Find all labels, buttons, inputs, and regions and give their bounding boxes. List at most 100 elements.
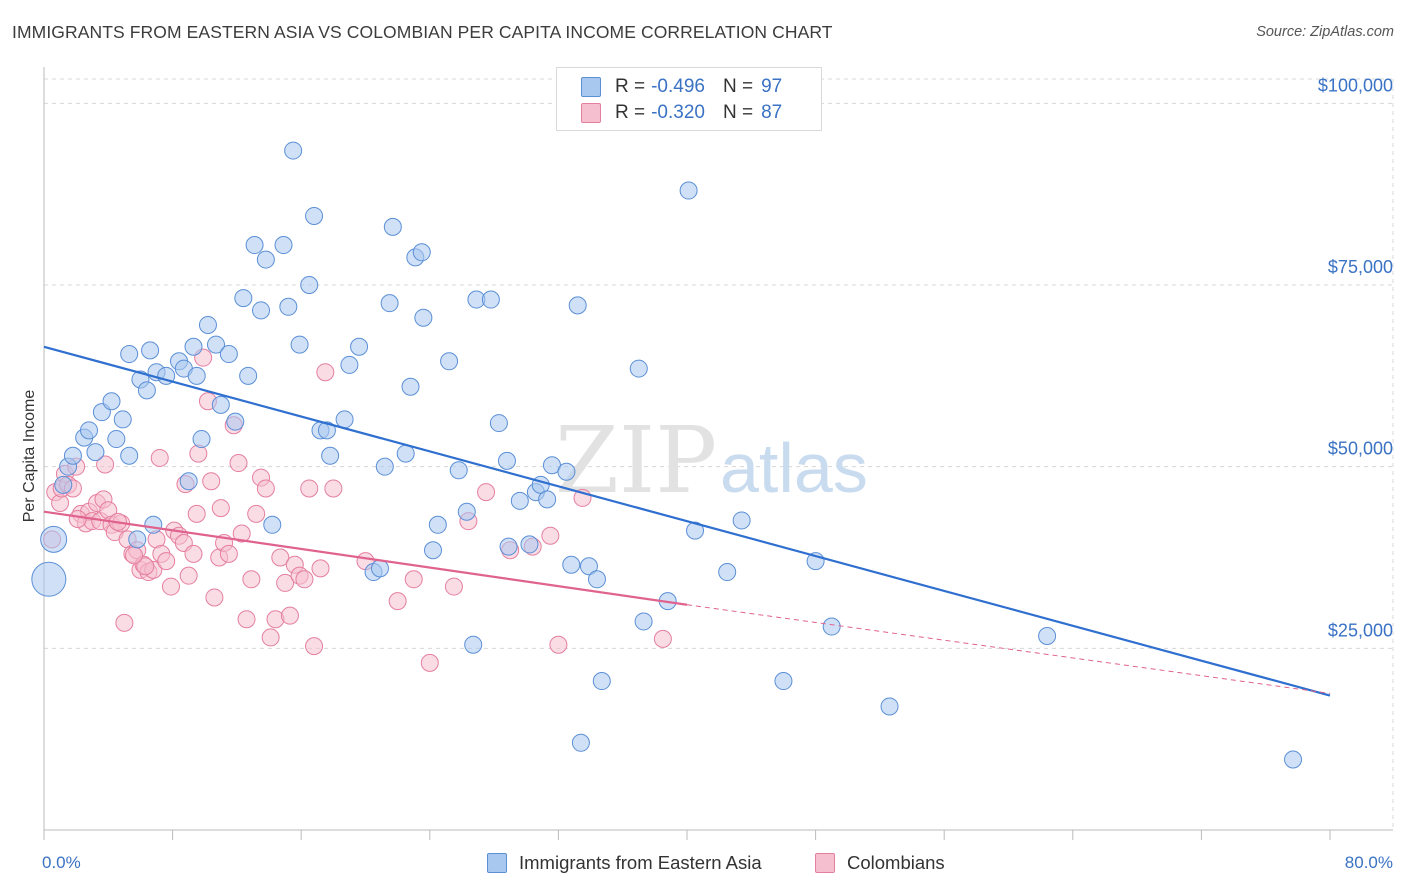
n-label: N =: [722, 102, 754, 123]
eastern-asia-point: [305, 206, 324, 225]
y-tick-label: $50,000: [1328, 439, 1393, 459]
eastern-asia-point: [401, 377, 420, 396]
colombians-point: [68, 509, 87, 528]
eastern-asia-point: [350, 337, 369, 356]
eastern-asia-point: [562, 555, 581, 574]
eastern-asia-point: [335, 410, 354, 429]
legend-row-colombians: R = -0.320 N = 87: [581, 101, 782, 125]
trend-lines: [43, 345, 1331, 697]
x-tick-label-min: 0.0%: [42, 853, 81, 872]
eastern-asia-point: [440, 352, 459, 371]
eastern-asia-point: [557, 462, 576, 481]
blue-swatch-icon: [487, 853, 507, 873]
eastern-asia-point: [137, 381, 156, 400]
eastern-asia-point: [290, 335, 309, 354]
eastern-asia-point: [880, 697, 899, 716]
eastern-asia-point: [128, 530, 147, 549]
colombians-point: [316, 363, 335, 382]
colombians-point: [187, 504, 206, 523]
eastern-asia-point: [587, 570, 606, 589]
eastern-asia-point: [184, 337, 203, 356]
legend-item-label: Immigrants from Eastern Asia: [519, 852, 762, 873]
eastern-asia-point: [80, 421, 99, 440]
eastern-asia-point: [219, 345, 238, 364]
eastern-asia-point: [579, 557, 598, 576]
legend-item-colombians[interactable]: Colombians: [815, 852, 945, 874]
y-tick-labels: $25,000 $50,000 $75,000 $100,000: [1318, 75, 1393, 640]
eastern-asia-point: [179, 472, 198, 491]
colombians-point: [305, 637, 324, 656]
eastern-asia-point: [370, 559, 389, 578]
r-label: R =: [615, 76, 646, 97]
x-tick-label-max: 80.0%: [1344, 853, 1393, 872]
colombians-point: [420, 653, 439, 672]
legend-item-eastern-asia[interactable]: Immigrants from Eastern Asia: [487, 852, 762, 874]
colombians-point: [161, 577, 180, 596]
eastern-asia-point: [481, 290, 500, 309]
eastern-asia-point: [538, 490, 557, 509]
colombians-point: [219, 544, 238, 563]
series-legend: Immigrants from Eastern Asia Colombians: [0, 852, 1406, 876]
eastern-asia-point: [1284, 750, 1303, 769]
eastern-asia-point: [239, 366, 258, 385]
eastern-asia-point: [592, 672, 611, 691]
eastern-asia-point: [198, 315, 217, 334]
colombians-point: [388, 592, 407, 611]
eastern-asia-point: [375, 457, 394, 476]
eastern-asia-point: [207, 335, 226, 354]
eastern-asia-point: [510, 491, 529, 510]
eastern-asia-point: [383, 217, 402, 236]
colombians-point: [150, 448, 169, 467]
eastern-asia-point: [63, 446, 82, 465]
axes: [43, 67, 1393, 840]
pink-swatch-icon: [581, 103, 601, 123]
eastern-asia-point: [497, 451, 516, 470]
colombians-point: [271, 548, 290, 567]
gridlines: [44, 78, 1394, 830]
eastern-asia-point: [245, 236, 264, 255]
blue-swatch-icon: [581, 77, 601, 97]
colombians-point: [232, 524, 251, 543]
colombians-point: [179, 566, 198, 585]
eastern-asia-point: [321, 446, 340, 465]
n-label: N =: [722, 76, 754, 97]
colombians-point: [115, 613, 134, 632]
eastern-asia-point: [256, 250, 275, 269]
eastern-asia-point: [499, 537, 518, 556]
y-tick-label: $25,000: [1328, 620, 1393, 640]
eastern-asia-point: [732, 511, 751, 530]
eastern-asia-point: [457, 502, 476, 521]
colombians-point: [276, 573, 295, 592]
eastern-asia-point: [252, 301, 271, 320]
eastern-asia-point: [40, 525, 68, 553]
colombians-point: [136, 557, 155, 576]
watermark: ZIP atlas: [555, 407, 868, 514]
eastern-asia-point: [568, 296, 587, 315]
eastern-asia-point: [571, 733, 590, 752]
r-value: -0.320: [651, 102, 705, 123]
colombians-point: [242, 570, 261, 589]
y-tick-label: $75,000: [1328, 257, 1393, 277]
y-tick-label: $100,000: [1318, 75, 1393, 95]
eastern-asia-point: [679, 181, 698, 200]
eastern-asia-point: [300, 276, 319, 294]
eastern-asia-point: [414, 308, 433, 327]
legend-item-label: Colombians: [847, 852, 945, 873]
eastern-asia-point: [284, 141, 303, 160]
eastern-asia-point: [144, 515, 163, 534]
eastern-asia-points: [31, 141, 1303, 769]
eastern-asia-trend-line: [43, 345, 1331, 697]
eastern-asia-point: [718, 563, 737, 582]
source-credit: Source: ZipAtlas.com: [1256, 24, 1394, 40]
n-value: 97: [761, 76, 783, 97]
colombians-point: [184, 544, 203, 563]
eastern-asia-point: [187, 366, 206, 385]
colombians-point: [295, 570, 314, 589]
colombians-point: [247, 504, 266, 523]
eastern-asia-point: [107, 430, 126, 449]
chart-title: IMMIGRANTS FROM EASTERN ASIA VS COLOMBIA…: [12, 22, 833, 42]
eastern-asia-point: [54, 475, 73, 494]
colombians-point: [311, 559, 330, 578]
colombians-point: [229, 454, 248, 473]
